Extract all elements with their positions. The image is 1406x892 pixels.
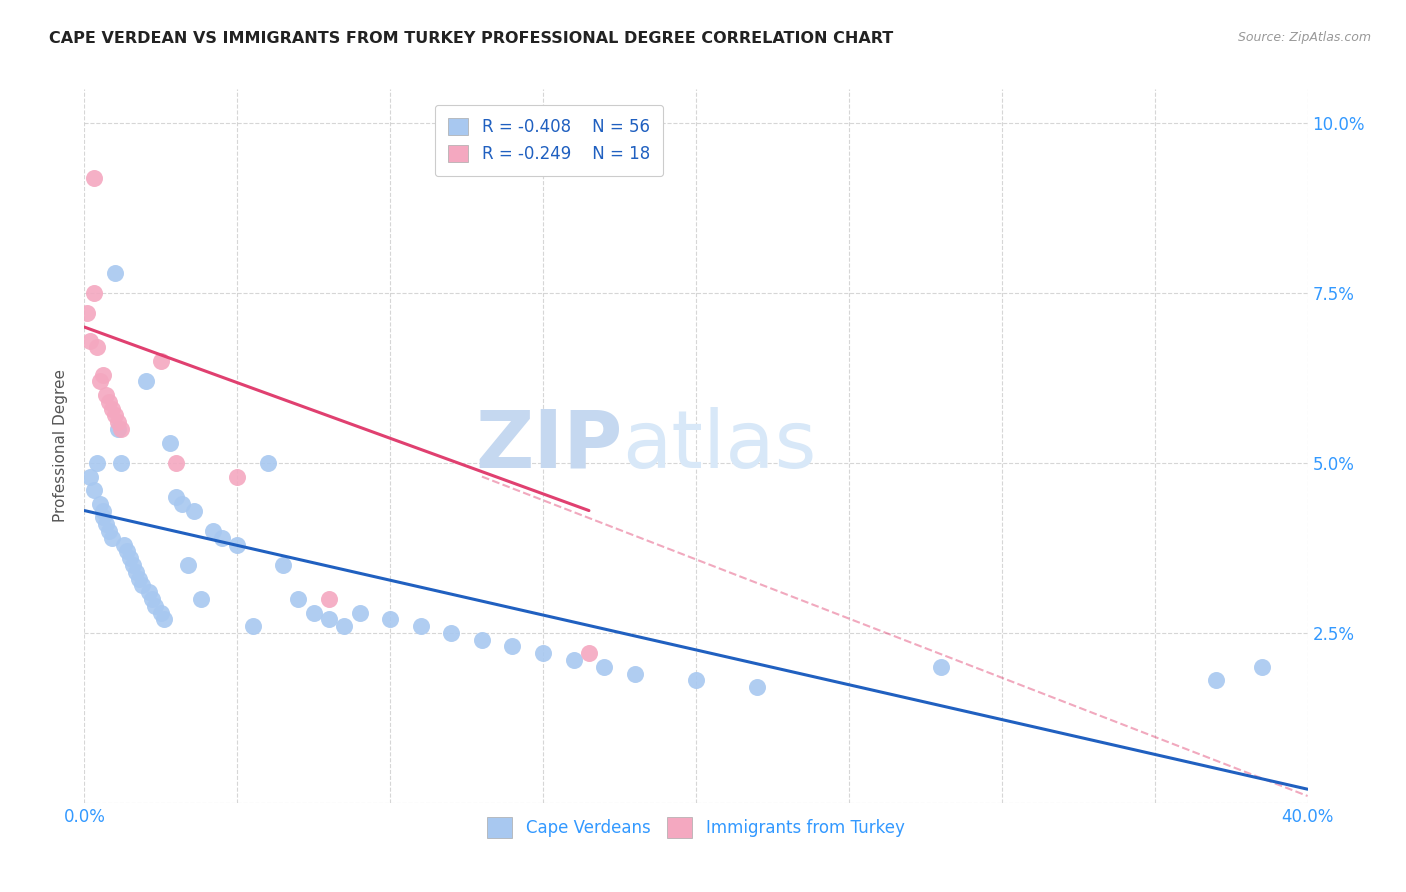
Point — [138, 585, 160, 599]
Point — [747, 680, 769, 694]
Point — [149, 354, 172, 368]
Point — [122, 558, 145, 572]
Point — [115, 544, 138, 558]
Point — [101, 531, 124, 545]
Text: atlas: atlas — [623, 407, 817, 485]
Point — [226, 537, 249, 551]
Point — [76, 306, 98, 320]
Point — [562, 653, 585, 667]
Text: Source: ZipAtlas.com: Source: ZipAtlas.com — [1237, 31, 1371, 45]
Point — [440, 626, 463, 640]
Point — [502, 640, 524, 654]
Text: CAPE VERDEAN VS IMMIGRANTS FROM TURKEY PROFESSIONAL DEGREE CORRELATION CHART: CAPE VERDEAN VS IMMIGRANTS FROM TURKEY P… — [49, 31, 893, 46]
Point — [128, 572, 150, 586]
Point — [141, 591, 163, 606]
Point — [91, 510, 114, 524]
Point — [201, 524, 224, 538]
Point — [165, 456, 187, 470]
Point — [107, 422, 129, 436]
Point — [471, 632, 494, 647]
Y-axis label: Professional Degree: Professional Degree — [53, 369, 69, 523]
Point — [101, 401, 124, 416]
Point — [349, 606, 371, 620]
Point — [131, 578, 153, 592]
Point — [211, 531, 233, 545]
Point — [91, 368, 114, 382]
Point — [287, 591, 309, 606]
Point — [112, 537, 135, 551]
Point — [94, 517, 117, 532]
Point — [104, 266, 127, 280]
Point — [929, 660, 952, 674]
Point — [94, 388, 117, 402]
Point — [531, 646, 554, 660]
Point — [1205, 673, 1227, 688]
Point — [79, 469, 101, 483]
Point — [86, 456, 108, 470]
Point — [257, 456, 280, 470]
Point — [125, 565, 148, 579]
Point — [110, 422, 132, 436]
Point — [271, 558, 294, 572]
Point — [79, 334, 101, 348]
Point — [120, 551, 142, 566]
Point — [107, 415, 129, 429]
Point — [242, 619, 264, 633]
Point — [183, 503, 205, 517]
Point — [226, 469, 249, 483]
Point — [177, 558, 200, 572]
Point — [83, 483, 105, 498]
Point — [318, 612, 340, 626]
Legend: Cape Verdeans, Immigrants from Turkey: Cape Verdeans, Immigrants from Turkey — [481, 811, 911, 845]
Point — [83, 286, 105, 301]
Point — [97, 524, 120, 538]
Point — [104, 409, 127, 423]
Point — [593, 660, 616, 674]
Point — [333, 619, 356, 633]
Point — [83, 170, 105, 185]
Point — [89, 497, 111, 511]
Text: ZIP: ZIP — [475, 407, 623, 485]
Point — [143, 599, 166, 613]
Point — [624, 666, 647, 681]
Point — [578, 646, 600, 660]
Point — [1250, 660, 1272, 674]
Point — [685, 673, 707, 688]
Point — [110, 456, 132, 470]
Point — [318, 591, 340, 606]
Point — [302, 606, 325, 620]
Point — [135, 375, 157, 389]
Point — [159, 435, 181, 450]
Point — [149, 606, 172, 620]
Point — [89, 375, 111, 389]
Point — [409, 619, 432, 633]
Point — [380, 612, 402, 626]
Point — [190, 591, 212, 606]
Point — [97, 394, 120, 409]
Point — [165, 490, 187, 504]
Point — [91, 503, 114, 517]
Point — [153, 612, 176, 626]
Point — [172, 497, 194, 511]
Point — [86, 341, 108, 355]
